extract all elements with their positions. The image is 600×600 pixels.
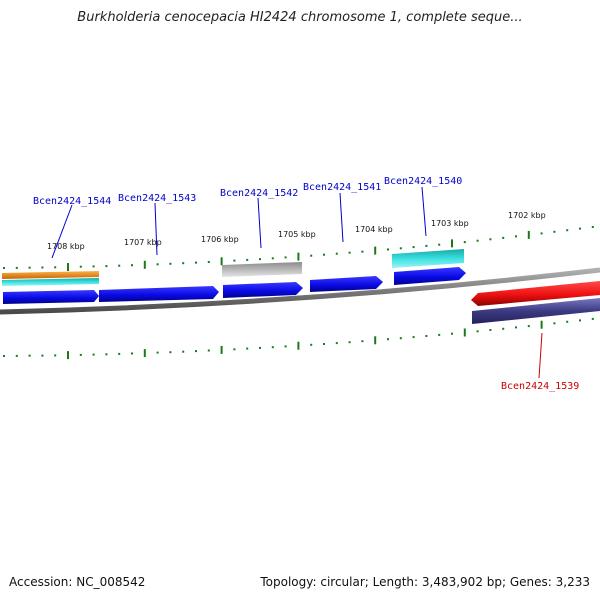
leader-line: [257, 197, 262, 249]
accession-text: Accession: NC_008542: [9, 575, 146, 589]
gene-label-bcen2424-1544[interactable]: Bcen2424_1544: [33, 196, 111, 207]
backbone-arc: [0, 267, 600, 315]
scale-labels: 1708 kbp 1707 kbp 1706 kbp 1705 kbp 1704…: [47, 211, 546, 251]
kbp-label: 1707 kbp: [124, 238, 162, 247]
gene-label-bcen2424-1542[interactable]: Bcen2424_1542: [220, 188, 298, 199]
topology-info-text: Topology: circular; Length: 3,483,902 bp…: [260, 575, 590, 589]
cyan-feature-2[interactable]: [392, 249, 464, 268]
kbp-label: 1704 kbp: [355, 225, 393, 234]
kbp-label: 1706 kbp: [201, 235, 239, 244]
gene-label-bcen2424-1540[interactable]: Bcen2424_1540: [384, 176, 462, 187]
gene-label-bcen2424-1543[interactable]: Bcen2424_1543: [118, 193, 196, 204]
gene-label-bcen2424-1541[interactable]: Bcen2424_1541: [303, 182, 381, 193]
gene-label-bcen2424-1539[interactable]: Bcen2424_1539: [501, 381, 579, 392]
kbp-label: 1702 kbp: [508, 211, 546, 220]
cds-arrow-bcen2424-1544[interactable]: [3, 290, 99, 304]
cyan-feature[interactable]: [2, 278, 99, 286]
inner-tick-row: [3, 317, 594, 360]
orange-feature[interactable]: [2, 271, 99, 279]
cds-arrow-bcen2424-1543[interactable]: [99, 286, 219, 302]
purple-feature[interactable]: [472, 298, 600, 324]
kbp-label: 1703 kbp: [431, 219, 469, 228]
kbp-label: 1705 kbp: [278, 230, 316, 239]
kbp-label: 1708 kbp: [47, 242, 85, 251]
leader-lines: [51, 186, 543, 379]
cds-arrow-bcen2424-1542[interactable]: [223, 282, 303, 298]
leader-line: [51, 204, 73, 259]
map-title: Burkholderia cenocepacia HI2424 chromoso…: [77, 10, 523, 25]
outer-tick-row: [3, 226, 594, 271]
cds-arrow-bcen2424-1540[interactable]: [394, 267, 466, 285]
gene-labels: Bcen2424_1544 Bcen2424_1543 Bcen2424_154…: [33, 176, 579, 392]
leader-line: [154, 202, 158, 256]
cds-arrow-bcen2424-1539[interactable]: [471, 281, 600, 306]
leader-line: [538, 332, 543, 379]
grey-feature[interactable]: [222, 262, 302, 277]
leader-line: [421, 186, 427, 237]
feature-tracks: [2, 249, 600, 324]
cds-arrow-bcen2424-1541[interactable]: [310, 276, 383, 292]
leader-line: [339, 192, 344, 243]
